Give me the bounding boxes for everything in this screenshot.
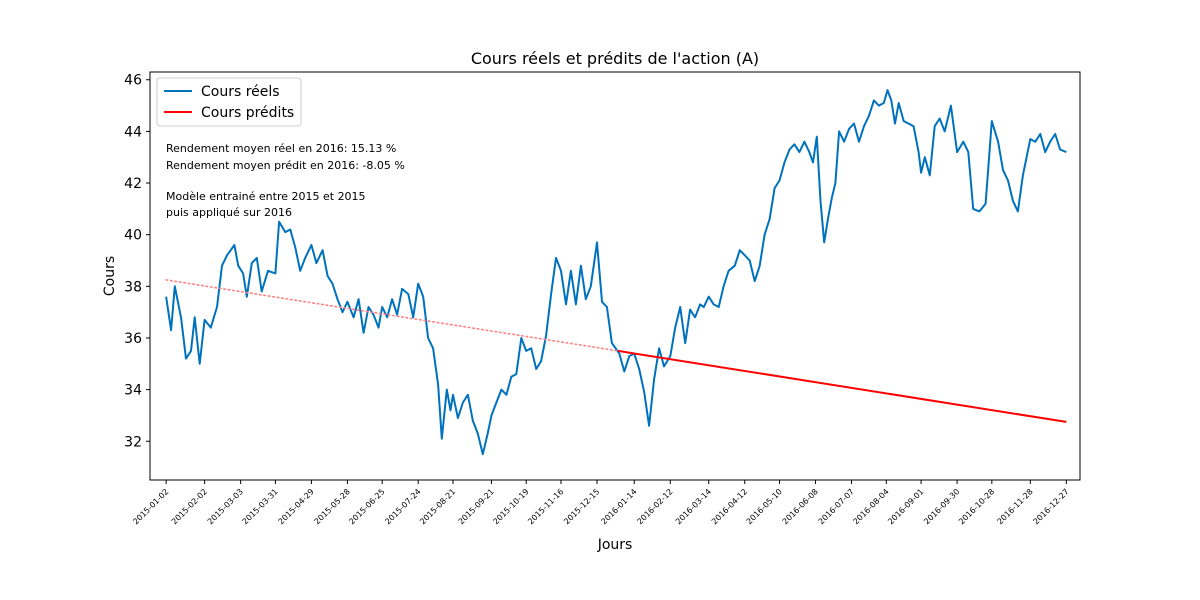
y-axis: 32 34 36 38 40 42 44 46	[124, 73, 150, 450]
annotation-real-return: Rendement moyen réel en 2016: 15.13 %	[166, 142, 396, 155]
x-tick-label: 2016-11-28	[996, 487, 1035, 526]
x-axis-label: Jours	[597, 537, 633, 553]
x-tick-label: 2015-09-21	[457, 487, 496, 526]
chart-title: Cours réels et prédits de l'action (A)	[471, 49, 759, 68]
x-tick-label: 2016-12-27	[1032, 487, 1071, 526]
x-tick-label: 2015-06-25	[347, 487, 386, 526]
x-tick-label: 2016-09-01	[886, 487, 925, 526]
x-tick-label: 2015-10-19	[491, 487, 530, 526]
annotation-model-trained: Modèle entrainé entre 2015 et 2015	[166, 190, 366, 203]
legend-label-predicted: Cours prédits	[201, 105, 294, 121]
x-tick-label: 2016-02-12	[635, 487, 674, 526]
x-tick-label: 2016-06-08	[781, 487, 820, 526]
y-tick-label: 46	[124, 73, 142, 89]
y-tick-label: 40	[124, 228, 142, 244]
plot-frame	[149, 71, 1081, 481]
y-tick-label: 38	[124, 279, 142, 295]
x-tick-label: 2016-04-12	[710, 487, 749, 526]
y-tick-label: 36	[124, 331, 142, 347]
x-tick-label: 2016-09-30	[922, 487, 961, 526]
y-tick-label: 34	[124, 383, 142, 399]
y-tick-label: 44	[124, 124, 142, 140]
x-tick-label: 2015-01-02	[131, 487, 170, 526]
x-tick-label: 2016-01-14	[599, 487, 638, 526]
x-axis: 2015-01-02 2015-02-022015-03-032015-03-31…	[131, 480, 1071, 526]
x-tick-label: 2016-03-14	[674, 487, 713, 526]
annotation-applied: puis appliqué sur 2016	[166, 206, 292, 219]
x-tick-label: 2015-03-03	[206, 487, 245, 526]
x-tick-label: 2015-08-21	[418, 487, 457, 526]
x-tick-label: 2015-12-15	[562, 487, 601, 526]
x-tick-label: 2015-05-28	[313, 487, 352, 526]
annotations: Rendement moyen réel en 2016: 15.13 % Re…	[166, 142, 405, 219]
x-tick-label: 2015-03-31	[241, 487, 280, 526]
x-tick-label: 2016-10-28	[957, 487, 996, 526]
legend-box	[156, 77, 302, 127]
x-tick-label: 2015-11-16	[526, 487, 565, 526]
x-tick-label: 2015-07-24	[383, 487, 422, 526]
plot-area	[150, 72, 1080, 480]
y-tick-label: 32	[124, 434, 142, 450]
y-axis-label: Cours	[102, 256, 118, 296]
legend: Cours réels Cours prédits	[156, 77, 302, 127]
series-layer	[165, 89, 1067, 456]
x-tick-label: 2015-02-02	[170, 487, 209, 526]
x-tick-label: 2016-05-10	[745, 487, 784, 526]
x-tick-label: 2016-08-04	[851, 487, 890, 526]
x-tick-label: 2015-04-29	[277, 487, 316, 526]
y-tick-label: 42	[124, 176, 142, 192]
legend-label-real: Cours réels	[201, 84, 280, 100]
series-predicted-line	[617, 349, 1067, 423]
series-real-line	[165, 89, 1067, 456]
x-tick-label: 2016-07-07	[817, 487, 856, 526]
annotation-predicted-return: Rendement moyen prédit en 2016: -8.05 %	[166, 159, 405, 172]
series-trend-line	[165, 279, 619, 352]
